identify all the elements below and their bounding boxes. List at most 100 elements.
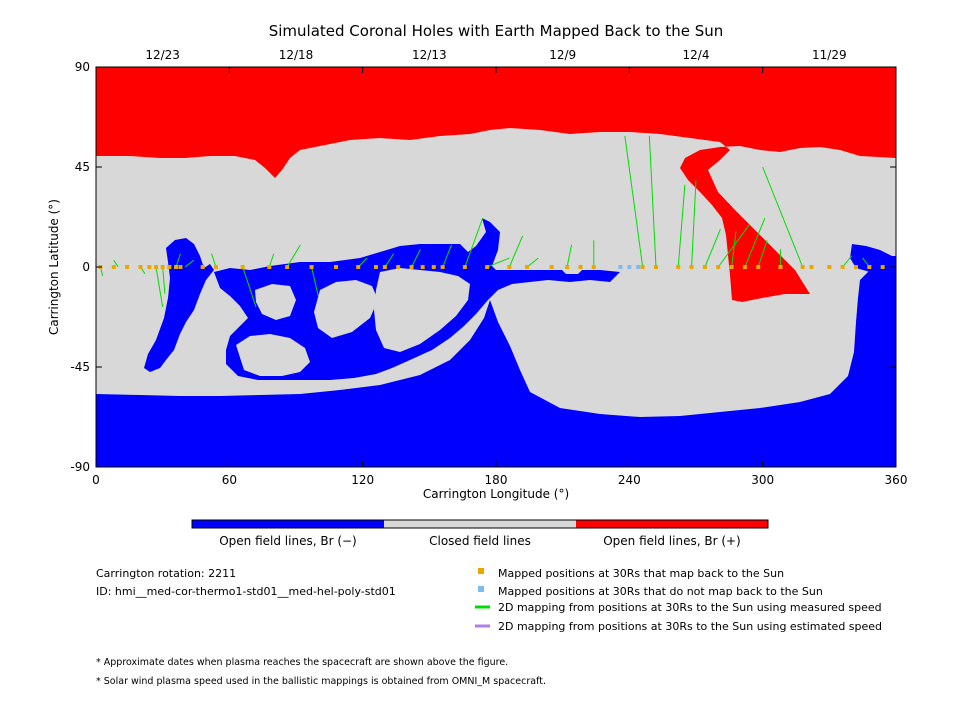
mapped-point-32 [591, 265, 596, 269]
x-tick-label-3: 180 [485, 473, 508, 487]
mapping-line-29 [744, 217, 766, 268]
mapped-point-7 [167, 265, 172, 269]
mapped-point-49 [880, 265, 885, 269]
closed-island-3 [314, 280, 378, 338]
closed-island-2 [255, 284, 296, 320]
mapping-line-17 [486, 257, 510, 268]
mapped-point-39 [729, 265, 734, 269]
x-tick-label-2: 120 [351, 473, 374, 487]
mapped-point-2 [125, 265, 130, 269]
mapped-point-26 [485, 265, 490, 269]
mapping-line-30 [757, 240, 768, 268]
colorbar-open-positive [576, 520, 768, 528]
mapped-point-43 [800, 265, 805, 269]
mapped-point-20 [396, 265, 401, 269]
x-tick-label-6: 360 [885, 473, 908, 487]
negative-polar-hole [96, 256, 896, 467]
mapped-point-24 [440, 265, 445, 269]
mapping-line-11 [311, 266, 319, 297]
mapped-point-21 [409, 265, 414, 269]
mapped-point-46 [840, 265, 845, 269]
mapped-point-3 [138, 265, 143, 269]
closed-island-4 [374, 268, 470, 352]
y-tick-label-2: 0 [82, 260, 90, 274]
footnote-speed: * Solar wind plasma speed used in the ba… [96, 676, 546, 687]
mapped-point-34 [654, 265, 658, 269]
mapped-point-17 [356, 265, 361, 269]
legend-label-not-mapped: Mapped positions at 30Rs that do not map… [498, 585, 823, 598]
mapped-point-38 [716, 265, 721, 269]
mapping-line-10 [286, 244, 301, 268]
legend-swatch-not-mapped [478, 586, 484, 592]
colorbar-label-positive: Open field lines, Br (+) [603, 534, 741, 548]
mapped-point-11 [214, 265, 218, 269]
mapped-point-30 [565, 265, 570, 269]
mapped-point-45 [827, 265, 832, 269]
mapped-point-29 [549, 265, 554, 269]
plot-area [96, 67, 896, 467]
colorbar: Open field lines, Br (−) Closed field li… [191, 519, 769, 548]
mapping-line-15 [442, 244, 453, 268]
mapped-point-31 [578, 265, 583, 269]
x-tick-label-0: 0 [92, 473, 100, 487]
y-tick-label-4: 90 [75, 60, 90, 74]
mapped-point-40 [742, 265, 747, 269]
model-id: ID: hmi__med-cor-thermo1-std01__med-hel-… [96, 585, 396, 598]
mapping-line-13 [384, 253, 395, 268]
mapping-line-4 [162, 266, 166, 294]
mapped-point-23 [431, 265, 436, 269]
footnote-dates: * Approximate dates when plasma reaches … [96, 657, 508, 668]
legend-swatch-mapped [478, 568, 484, 574]
mapped-point-47 [854, 265, 858, 269]
legend-label-measured: 2D mapping from positions at 30Rs to the… [498, 601, 882, 614]
mapped-point-42 [778, 265, 783, 269]
mapped-point-25 [462, 265, 467, 269]
mapped-point-18 [374, 265, 378, 269]
legend: Mapped positions at 30Rs that map back t… [475, 567, 882, 633]
mapping-line-3 [155, 266, 164, 308]
mapping-line-23 [648, 135, 657, 268]
mapped-point-8 [174, 265, 178, 269]
mapping-line-18 [508, 235, 524, 268]
mapping-line-20 [566, 244, 573, 268]
mapped-point-16 [334, 265, 338, 269]
mapped-point-1 [111, 265, 116, 269]
mapped-point-44 [809, 265, 814, 269]
carrington-rotation: Carrington rotation: 2211 [96, 567, 236, 580]
mapping-line-9 [268, 253, 275, 268]
mapped-point-12 [240, 265, 245, 269]
y-tick-label-3: 45 [75, 160, 90, 174]
mapped-point-6 [160, 265, 165, 269]
mapping-line-25 [691, 180, 697, 268]
mapping-line-16 [464, 217, 484, 268]
mapped-point-27 [507, 265, 512, 269]
positive-polar-hole [96, 67, 896, 302]
y-axis-label: Carrington Latitude (°) [47, 199, 61, 335]
mapped-point-15 [309, 265, 314, 269]
mapped-point-9 [178, 265, 183, 269]
mapped-point-22 [420, 265, 425, 269]
mapped-point-14 [285, 265, 290, 269]
colorbar-label-negative: Open field lines, Br (−) [219, 534, 357, 548]
mapped-point-36 [689, 265, 694, 269]
x-axis-label: Carrington Longitude (°) [423, 487, 569, 501]
mapped-point-19 [382, 265, 387, 269]
mapped-point-13 [267, 265, 272, 269]
mapping-line-5 [175, 253, 181, 268]
y-tick-label-1: -45 [70, 360, 90, 374]
mapping-line-26 [704, 229, 721, 268]
mapping-line-32 [762, 166, 804, 268]
mapped-point-37 [702, 265, 707, 269]
date-tick-label-4: 12/4 [683, 48, 710, 62]
mapped-point-10 [200, 265, 205, 269]
mapping-line-1 [113, 260, 119, 268]
mapping-line-8 [242, 266, 257, 308]
axes: 0 60 120 180 240 300 360 -90 -45 0 45 90 12/23 12/18 1… [70, 48, 907, 487]
mapped-point-5 [154, 265, 158, 269]
mapping-line-24 [677, 184, 686, 268]
date-tick-label-5: 11/29 [812, 48, 847, 62]
mapped-point-48 [867, 265, 872, 269]
mapped-point-41 [756, 265, 761, 269]
measured-mapping-lines [99, 135, 870, 308]
